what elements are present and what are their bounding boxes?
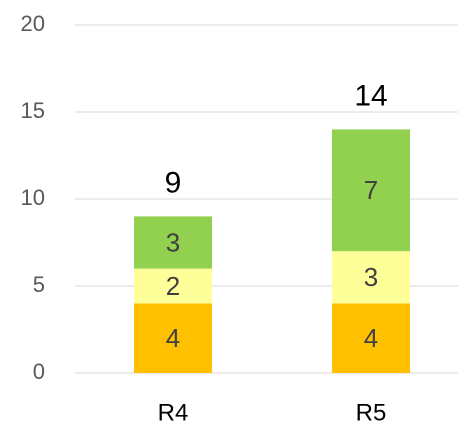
y-tick-label: 5: [33, 272, 45, 297]
data-label: 2: [166, 271, 180, 301]
bar-segment: [134, 216, 212, 269]
bar-segment: [332, 303, 410, 373]
total-label: 9: [165, 166, 182, 199]
data-label: 7: [364, 175, 378, 205]
bar-segment: [332, 129, 410, 252]
bar-segment: [134, 268, 212, 304]
data-label: 3: [364, 262, 378, 292]
total-label: 14: [354, 79, 387, 112]
bar-segment: [134, 303, 212, 373]
x-tick-label: R4: [158, 399, 189, 426]
y-tick-label: 10: [21, 185, 45, 210]
data-label: 4: [364, 323, 378, 353]
data-label: 4: [166, 323, 180, 353]
y-tick-label: 20: [21, 11, 45, 36]
bar-segment: [332, 251, 410, 304]
y-tick-label: 0: [33, 359, 45, 384]
y-tick-label: 15: [21, 98, 45, 123]
x-tick-label: R5: [356, 399, 387, 426]
data-label: 3: [166, 227, 180, 257]
